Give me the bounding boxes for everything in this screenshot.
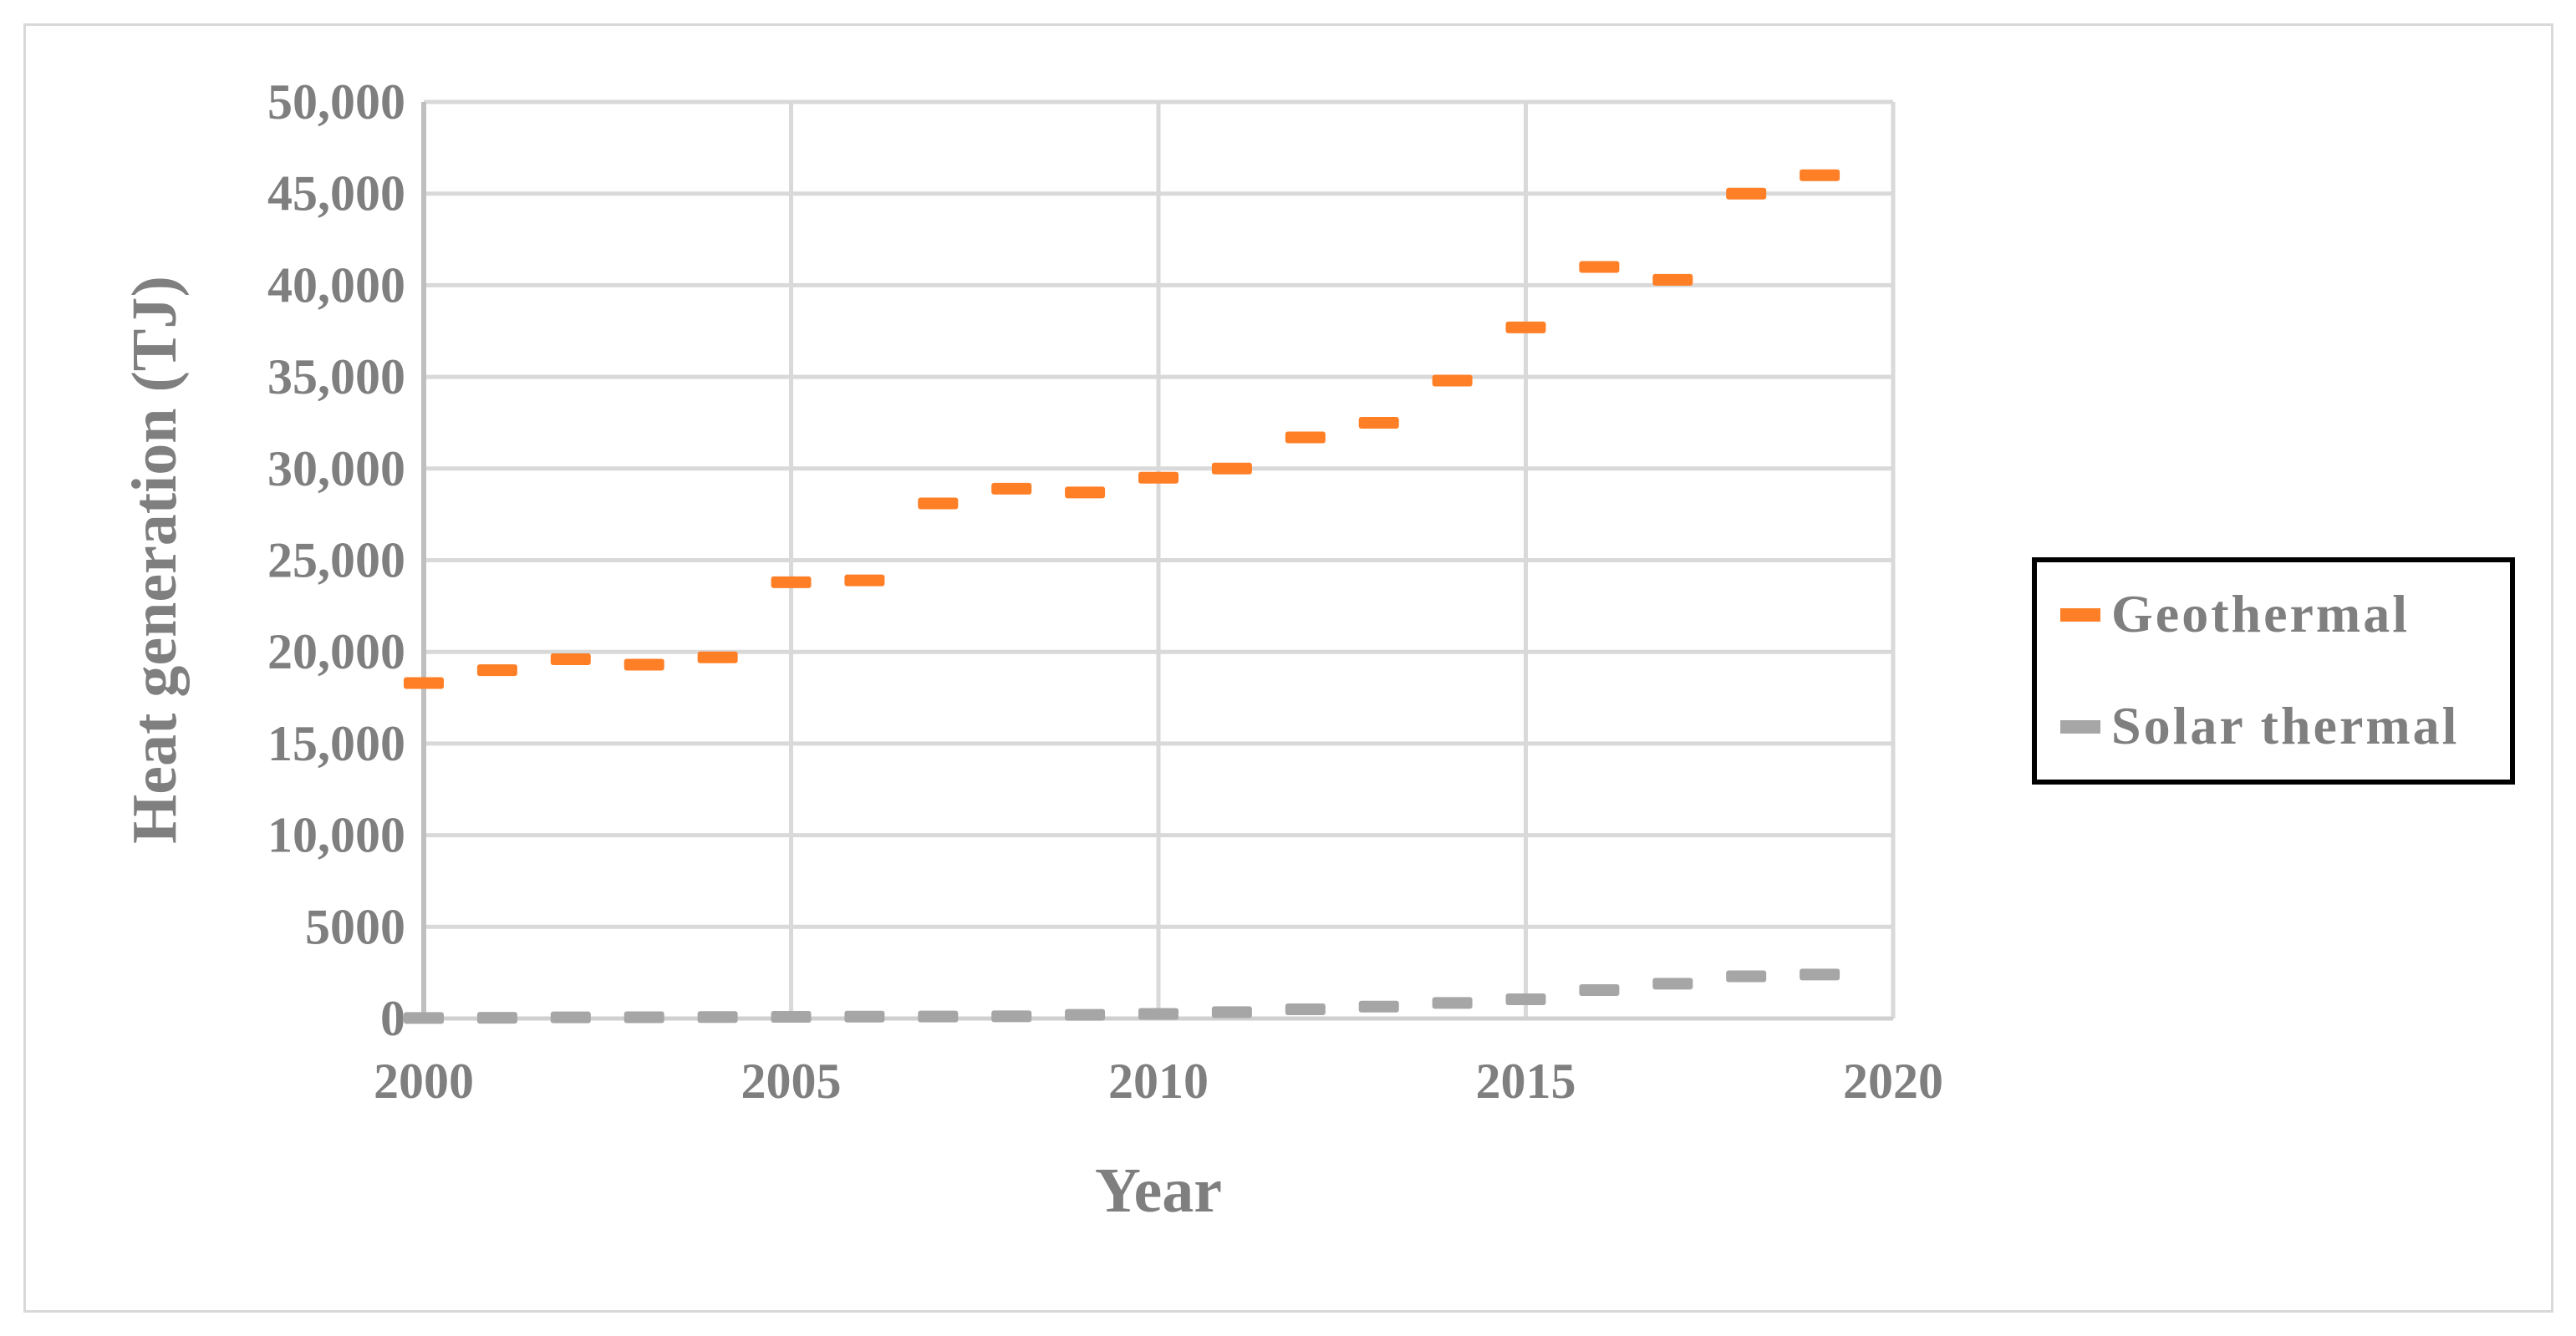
chart-frame (23, 23, 2553, 1313)
point-geothermal (1138, 471, 1179, 484)
x-axis-ticks: 2000 2005 2010 2015 2020 (374, 1054, 1943, 1109)
point-solar-thermal (1579, 983, 1620, 996)
point-solar-thermal (771, 1011, 812, 1024)
point-geothermal (1800, 169, 1840, 181)
legend-box (2032, 557, 2515, 785)
legend-marker-geothermal (2060, 608, 2100, 622)
point-geothermal (624, 658, 664, 671)
y-tick-label: 15,000 (267, 716, 405, 771)
x-tick-label: 2010 (1108, 1054, 1209, 1109)
point-geothermal (1579, 261, 1620, 273)
legend-marker-solar-thermal (2060, 720, 2100, 734)
y-axis-title: Heat generation (TJ) (120, 276, 190, 844)
legend-label-solar-thermal: Solar thermal (2111, 696, 2459, 755)
x-axis-title: Year (1095, 1156, 1222, 1226)
point-solar-thermal (1432, 997, 1473, 1009)
point-geothermal (1211, 462, 1252, 475)
point-solar-thermal (1065, 1008, 1106, 1021)
point-solar-thermal (1505, 993, 1546, 1005)
point-geothermal (1652, 273, 1693, 286)
point-geothermal (1065, 486, 1106, 499)
point-solar-thermal (1211, 1006, 1252, 1019)
point-solar-thermal (550, 1011, 591, 1024)
y-axis-ticks: 0 5000 10,000 15,000 20,000 25,000 30,000 35,00… (267, 74, 405, 1046)
y-tick-label: 10,000 (267, 808, 405, 863)
point-geothermal (550, 653, 591, 665)
y-tick-label: 40,000 (267, 257, 405, 312)
point-solar-thermal (476, 1012, 517, 1024)
point-solar-thermal (918, 1010, 959, 1023)
y-tick-label: 35,000 (267, 349, 405, 404)
point-geothermal (1285, 431, 1326, 444)
x-tick-label: 2015 (1476, 1054, 1576, 1109)
point-geothermal (1505, 321, 1546, 333)
y-tick-label: 30,000 (267, 441, 405, 496)
point-geothermal (844, 574, 885, 587)
point-geothermal (771, 576, 812, 588)
legend-label-geothermal: Geothermal (2111, 584, 2410, 643)
point-solar-thermal (1285, 1003, 1326, 1016)
x-tick-label: 2000 (374, 1054, 474, 1109)
y-tick-label: 0 (380, 991, 405, 1046)
point-geothermal (476, 664, 517, 677)
y-tick-label: 50,000 (267, 74, 405, 130)
point-solar-thermal (1358, 1000, 1399, 1013)
point-geothermal (404, 677, 444, 689)
point-solar-thermal (624, 1011, 664, 1024)
point-geothermal (1358, 416, 1399, 429)
point-geothermal (1432, 374, 1473, 387)
point-solar-thermal (697, 1011, 738, 1024)
point-geothermal (918, 497, 959, 510)
x-tick-label: 2005 (741, 1054, 842, 1109)
y-tick-label: 25,000 (267, 533, 405, 588)
point-solar-thermal (1726, 970, 1767, 983)
y-tick-label: 45,000 (267, 166, 405, 221)
point-solar-thermal (1800, 968, 1840, 981)
y-tick-label: 20,000 (267, 624, 405, 679)
point-solar-thermal (844, 1010, 885, 1023)
data-marks (404, 169, 1840, 1024)
point-solar-thermal (991, 1010, 1032, 1023)
point-geothermal (991, 482, 1032, 495)
grid (421, 99, 1896, 1021)
point-geothermal (697, 651, 738, 663)
point-solar-thermal (1652, 978, 1693, 990)
point-solar-thermal (404, 1012, 444, 1024)
point-solar-thermal (1138, 1008, 1179, 1020)
x-tick-label: 2020 (1843, 1054, 1943, 1109)
legend: Geothermal Solar thermal (2032, 557, 2515, 785)
y-tick-label: 5000 (305, 899, 405, 954)
point-geothermal (1726, 187, 1767, 200)
